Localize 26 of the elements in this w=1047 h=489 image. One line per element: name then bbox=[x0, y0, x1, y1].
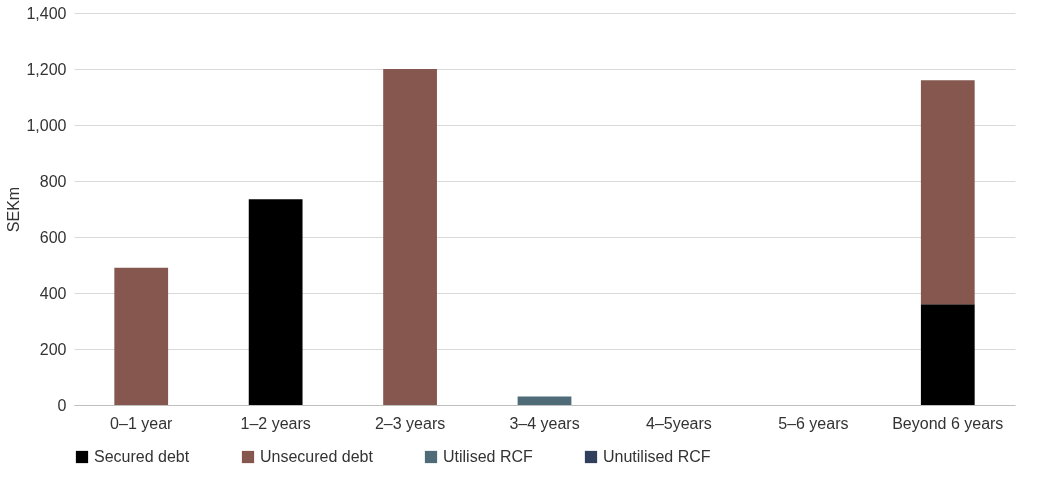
bar bbox=[920, 304, 975, 405]
legend-label: Unsecured debt bbox=[260, 448, 374, 465]
y-tick-label: 1,000 bbox=[26, 116, 67, 134]
legend-label: Secured debt bbox=[94, 448, 190, 465]
bar bbox=[383, 69, 437, 405]
x-tick-label: 2–3 years bbox=[374, 414, 446, 432]
y-tick-label: 1,200 bbox=[26, 60, 67, 78]
bar bbox=[517, 396, 572, 405]
x-tick-label: Beyond 6 years bbox=[892, 414, 1004, 432]
x-tick-label: 4–5years bbox=[646, 414, 712, 432]
bar bbox=[248, 199, 303, 405]
legend-label: Unutilised RCF bbox=[603, 448, 711, 465]
x-tick-label: 1–2 years bbox=[240, 414, 311, 432]
y-tick-label: 0 bbox=[57, 396, 67, 414]
y-tick-label: 200 bbox=[39, 340, 67, 358]
bar bbox=[114, 267, 169, 405]
y-axis-title: SEKm bbox=[5, 186, 23, 233]
legend-label: Utilised RCF bbox=[443, 448, 534, 465]
y-tick-label: 1,400 bbox=[26, 4, 67, 22]
x-tick-label: 5–6 years bbox=[778, 414, 849, 432]
x-tick-label: 0–1 year bbox=[110, 414, 174, 432]
bar bbox=[920, 80, 975, 305]
y-tick-label: 400 bbox=[39, 284, 67, 302]
y-tick-label: 800 bbox=[39, 172, 67, 190]
y-tick-label: 600 bbox=[39, 228, 67, 246]
x-tick-label: 3–4 years bbox=[509, 414, 580, 432]
